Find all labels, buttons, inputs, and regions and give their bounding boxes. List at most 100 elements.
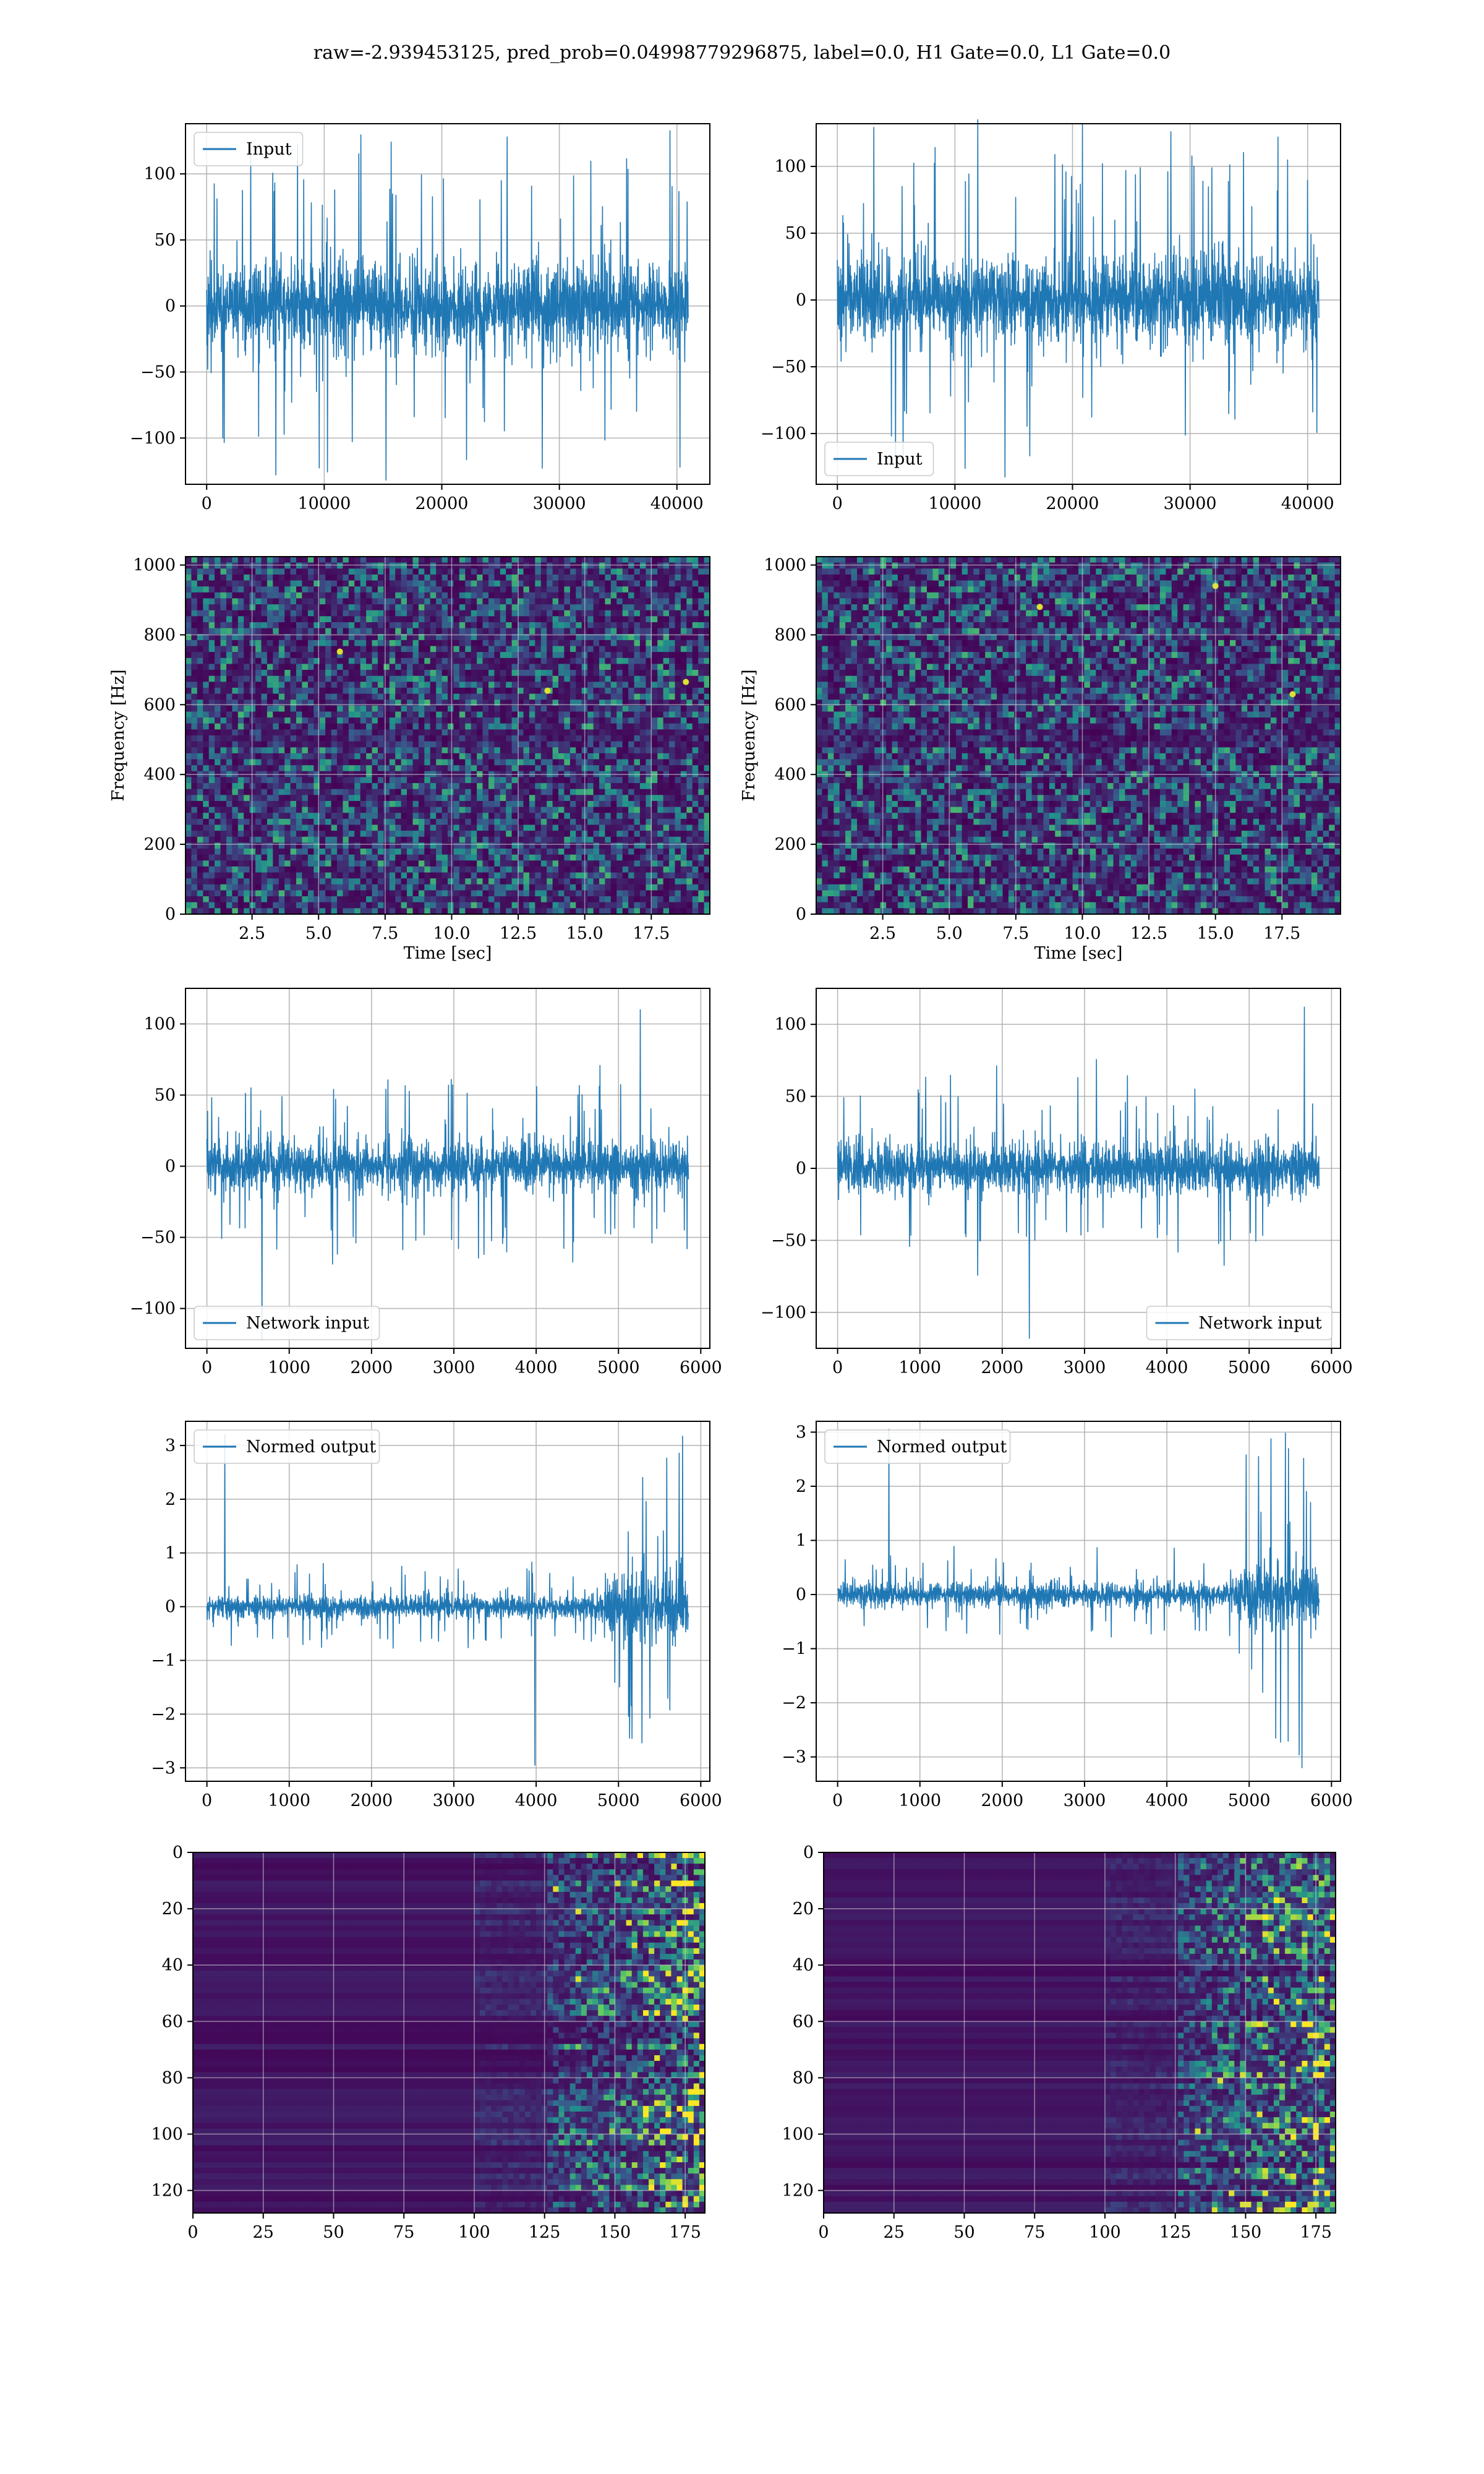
heatmap-cell [651, 657, 658, 664]
heatmap-cell [290, 854, 297, 861]
heatmap-cell [325, 634, 332, 641]
heatmap-cell [191, 753, 198, 760]
heatmap-cell [191, 783, 198, 790]
heatmap-cell [296, 693, 302, 700]
heatmap-cell [261, 646, 268, 653]
heatmap-cell [261, 700, 268, 706]
heatmap-cell [663, 860, 670, 867]
heatmap-cell [569, 634, 576, 641]
heatmap-cell [692, 711, 699, 718]
heatmap-cell [372, 789, 378, 795]
heatmap-cell [244, 628, 250, 635]
heatmap-cell [186, 592, 192, 599]
heatmap-cell [360, 687, 367, 695]
heatmap-cell [657, 807, 664, 813]
heatmap-cell [634, 693, 641, 700]
heatmap-cell [348, 824, 355, 831]
heatmap-cell [698, 687, 705, 695]
heatmap-cell [267, 652, 273, 659]
heatmap-cell [587, 818, 594, 826]
heatmap-cell [407, 705, 413, 712]
heatmap-cell [523, 747, 530, 754]
heatmap-cell [220, 765, 227, 772]
heatmap-cell [569, 682, 576, 688]
heatmap-cell [307, 753, 314, 760]
heatmap-cell [436, 705, 443, 712]
heatmap-cell [436, 735, 443, 742]
heatmap-cell [523, 616, 530, 623]
heatmap-cell [634, 842, 641, 849]
heatmap-cell [500, 842, 506, 849]
heatmap-cell [669, 860, 675, 867]
heatmap-cell [616, 831, 623, 837]
heatmap-cell [197, 622, 203, 629]
heatmap-cell [203, 693, 210, 700]
heatmap-cell [372, 824, 378, 831]
heatmap-cell [558, 687, 565, 695]
heatmap-cell [500, 675, 506, 682]
heatmap-cell [244, 634, 250, 641]
heatmap-cell [395, 735, 402, 742]
heatmap-cell [477, 842, 484, 849]
heatmap-cell [348, 735, 355, 742]
heatmap-cell [651, 795, 658, 802]
heatmap-cell [511, 664, 518, 670]
heatmap-cell [558, 741, 565, 748]
heatmap-cell [441, 557, 448, 563]
heatmap-cell [628, 652, 635, 659]
heatmap-cell [605, 604, 612, 611]
heatmap-cell [634, 866, 641, 873]
heatmap-cell [215, 580, 221, 587]
heatmap-cell [267, 836, 273, 843]
heatmap-cell [191, 759, 198, 766]
heatmap-cell [208, 711, 215, 718]
heatmap-cell [558, 568, 565, 575]
heatmap-cell [488, 854, 495, 861]
heatmap-cell [634, 640, 641, 647]
heatmap-cell [465, 616, 472, 623]
heatmap-cell [482, 729, 489, 736]
heatmap-cell [337, 854, 343, 861]
heatmap-cell [215, 801, 221, 808]
heatmap-cell [354, 670, 361, 677]
heatmap-cell [325, 657, 332, 664]
figure-title: raw=-2.939453125, pred_prob=0.0499877929… [0, 42, 1484, 64]
heatmap-cell [407, 807, 413, 813]
heatmap-cell [547, 801, 553, 808]
heatmap-cell [657, 717, 664, 724]
y-tick-label: 100 [143, 165, 176, 184]
heatmap-cell [325, 628, 332, 635]
heatmap-cell [576, 580, 582, 587]
heatmap-cell [453, 568, 460, 575]
heatmap-cell [436, 670, 443, 677]
heatmap-cell [651, 574, 658, 581]
heatmap-cell [471, 657, 477, 664]
heatmap-cell [284, 562, 291, 569]
heatmap-cell [203, 657, 210, 664]
heatmap-cell [430, 670, 437, 677]
heatmap-cell [325, 622, 332, 629]
heatmap-cell [436, 682, 443, 688]
heatmap-cell [599, 705, 605, 712]
heatmap-cell [686, 824, 693, 831]
heatmap-cell [215, 646, 221, 653]
heatmap-cell [599, 824, 605, 831]
heatmap-cell [366, 854, 373, 861]
heatmap-cell [628, 568, 635, 575]
heatmap-cell [494, 747, 501, 754]
heatmap-cell [430, 795, 437, 802]
heatmap-cell [471, 783, 477, 790]
heatmap-cell [348, 705, 355, 712]
heatmap-cell [319, 610, 326, 617]
heatmap-cell [610, 753, 617, 760]
heatmap-cell [704, 574, 710, 581]
heatmap-cell [284, 753, 291, 760]
heatmap-cell [249, 783, 256, 790]
heatmap-cell [529, 854, 535, 861]
heatmap-cell [343, 729, 349, 736]
heatmap-cell [552, 646, 559, 653]
heatmap-cell [412, 657, 419, 664]
heatmap-cell [686, 836, 693, 843]
heatmap-cell [448, 854, 454, 861]
